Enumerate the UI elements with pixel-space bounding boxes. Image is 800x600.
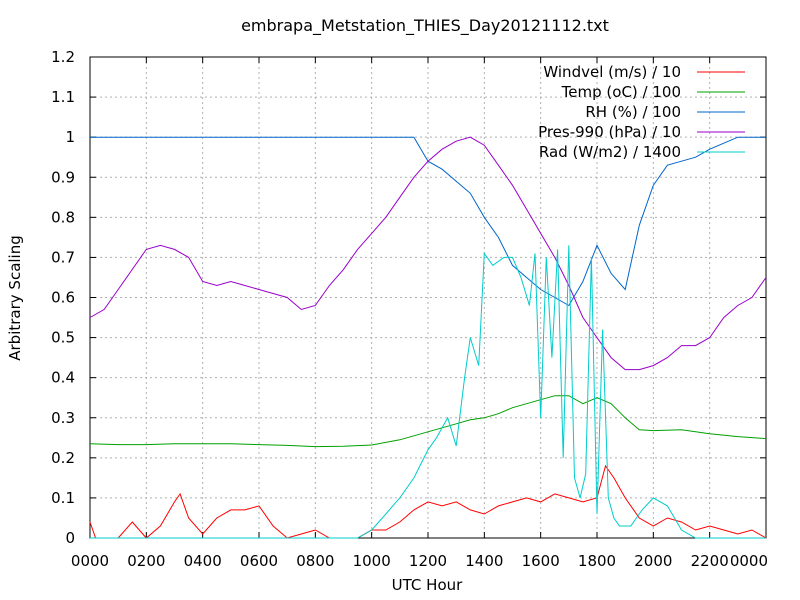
series-line-5 xyxy=(90,245,766,539)
x-tick-label: 1400 xyxy=(465,552,503,570)
y-tick-label: 0.5 xyxy=(51,329,75,347)
series-line-3 xyxy=(90,136,766,307)
legend-label: RH (%) / 100 xyxy=(585,103,681,121)
x-tick-label: 0600 xyxy=(240,552,278,570)
legend-label: Temp (oC) / 100 xyxy=(561,83,681,101)
y-axis-label: Arbitrary Scaling xyxy=(6,235,24,361)
y-tick-label: 0 xyxy=(65,529,75,547)
x-axis-label: UTC Hour xyxy=(392,576,463,594)
y-tick-label: 0.6 xyxy=(51,289,75,307)
y-tick-label: 0.9 xyxy=(51,168,75,186)
legend-label: Rad (W/m2) / 1400 xyxy=(539,143,681,161)
x-tick-label: 0400 xyxy=(184,552,222,570)
x-tick-label: 1200 xyxy=(409,552,447,570)
y-tick-label: 0.1 xyxy=(51,489,75,507)
x-tick-label: 0000 xyxy=(730,552,768,570)
x-tick-label: 0200 xyxy=(127,552,165,570)
x-tick-label: 0800 xyxy=(296,552,334,570)
legend-label: Pres-990 (hPa) / 10 xyxy=(538,123,681,141)
chart-title: embrapa_Metstation_THIES_Day20121112.txt xyxy=(241,16,609,36)
y-tick-label: 1 xyxy=(65,128,75,146)
x-tick-label: 0000 xyxy=(71,552,109,570)
y-tick-label: 0.2 xyxy=(51,449,75,467)
legend: Windvel (m/s) / 10 Temp (oC) / 100 RH (%) … xyxy=(538,63,745,161)
axis-ticks: 0 0.1 0.2 0.3 0.4 0.5 0.6 0.7 0.8 0.9 1 1.1 1.2 0000 0… xyxy=(51,48,768,570)
y-tick-label: 0.7 xyxy=(51,248,75,266)
x-tick-label: 2200 xyxy=(691,552,729,570)
x-tick-label: 2000 xyxy=(634,552,672,570)
x-tick-label: 1600 xyxy=(522,552,560,570)
y-tick-label: 1.2 xyxy=(51,48,75,66)
legend-label: Windvel (m/s) / 10 xyxy=(543,63,681,81)
y-tick-label: 0.8 xyxy=(51,208,75,226)
y-tick-label: 0.3 xyxy=(51,409,75,427)
y-tick-label: 0.4 xyxy=(51,369,75,387)
series-line-1 xyxy=(89,464,767,539)
series-layer xyxy=(89,136,767,539)
series-line-4 xyxy=(89,136,767,371)
x-tick-label: 1000 xyxy=(353,552,391,570)
series-line-2 xyxy=(89,395,767,448)
x-tick-label: 1800 xyxy=(578,552,616,570)
y-tick-label: 1.1 xyxy=(51,88,75,106)
